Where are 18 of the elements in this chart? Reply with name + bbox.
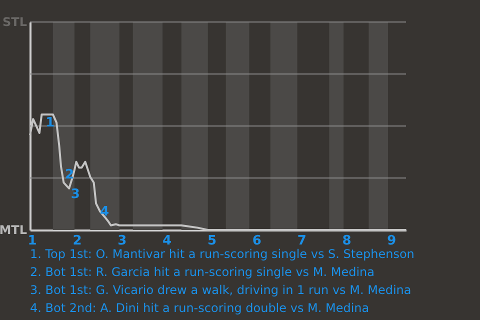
text: 2. Bot 1st: R. Garcia hit a run-scoring single vs M. Medina <box>30 265 375 279</box>
text: 3. Bot 1st: G. Vicario drew a walk, driving in 1 run vs M. Medina <box>30 283 412 297</box>
annotation: 4 <box>100 204 110 220</box>
x-tick-label: 6 <box>252 234 262 248</box>
x-tick-label: 5 <box>207 234 217 248</box>
x-tick-label: 7 <box>297 234 306 248</box>
annotation: 1 <box>46 115 55 130</box>
x-tick-label: 3 <box>118 234 127 248</box>
annotation: 3 <box>70 187 80 202</box>
text: 1. Top 1st: O. Mantivar hit a run-scoring single vs S. Stephenson <box>30 247 414 261</box>
annotation: 2 <box>64 167 74 182</box>
text: 4. Bot 2nd: A. Dini hit a run-scoring double vs M. Medina <box>30 301 370 315</box>
x-tick-label: 2 <box>72 234 82 248</box>
x-tick-label: 4 <box>162 234 172 248</box>
x-tick-label: 8 <box>342 234 352 248</box>
text: MTL <box>0 223 28 237</box>
x-tick-label: 1 <box>28 234 37 248</box>
x-tick-label: 9 <box>387 234 396 248</box>
